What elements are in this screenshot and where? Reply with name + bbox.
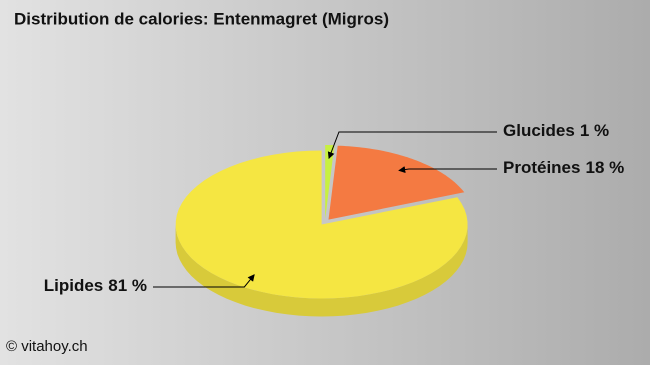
slice-label: Glucides 1 %	[503, 121, 609, 140]
credit: © vitahoy.ch	[6, 338, 88, 355]
leader-line	[327, 131, 497, 160]
slice	[328, 145, 465, 220]
chart-title: Distribution de calories: Entenmagret (M…	[14, 9, 389, 28]
slice	[175, 150, 468, 299]
slice-label: Lipides 81 %	[44, 276, 147, 295]
value-label: 1 %	[580, 121, 609, 140]
leader-line	[153, 274, 255, 288]
slice	[325, 145, 335, 219]
slice-side	[175, 224, 468, 317]
category-label: Lipides	[44, 276, 104, 295]
leader-line	[398, 166, 497, 174]
value-label: 18 %	[585, 158, 624, 177]
category-label: Glucides	[503, 121, 575, 140]
category-label: Protéines	[503, 158, 580, 177]
value-label: 81 %	[108, 276, 147, 295]
slice-label: Protéines 18 %	[503, 158, 624, 177]
